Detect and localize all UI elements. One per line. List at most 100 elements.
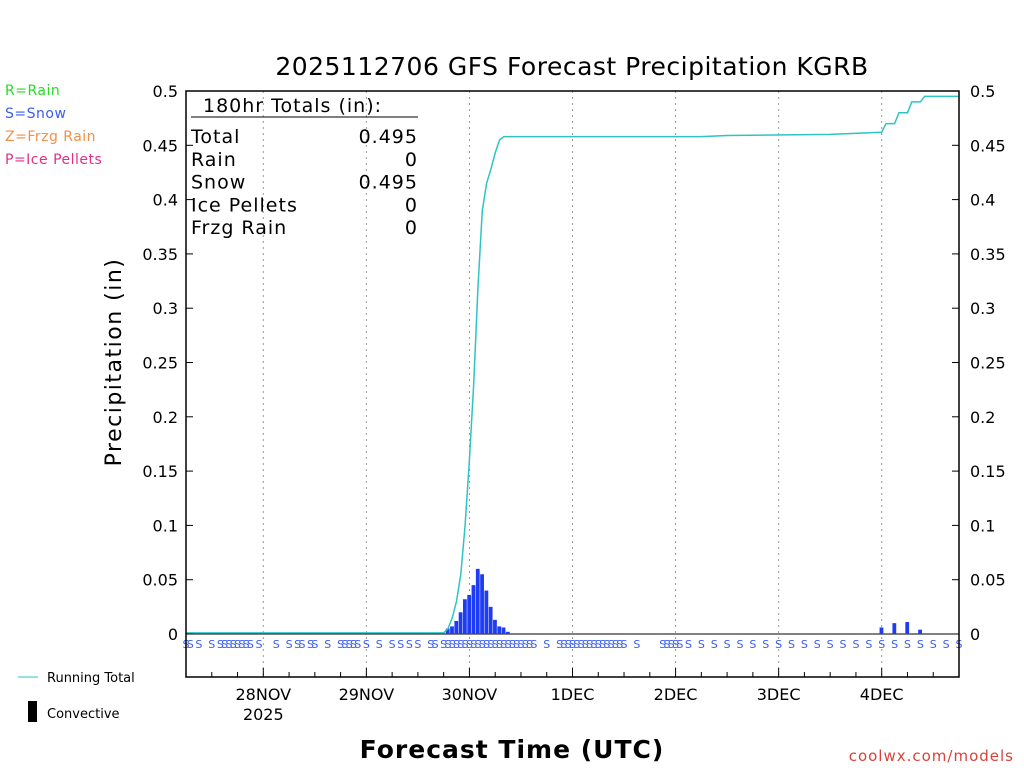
y-tick-label-left: 0.05 [142, 571, 178, 590]
totals-heading: 180hr Totals (in): [203, 95, 382, 117]
y-tick-label-left: 0.15 [142, 462, 178, 481]
precip-bar [892, 623, 897, 634]
ptype-mark: S [363, 638, 370, 651]
y-tick-label-right: 0.2 [970, 408, 995, 427]
y-tick-label-right: 0.45 [970, 136, 1006, 155]
ptype-mark: S [724, 638, 731, 651]
ptype-mark: S [350, 638, 357, 651]
ptype-mark: S [840, 638, 847, 651]
ptype-mark: S [457, 638, 464, 651]
ptype-mark: S [595, 638, 602, 651]
ptype-mark: S [414, 638, 421, 651]
y-tick-label-left: 0.3 [153, 299, 178, 318]
totals-row-label: Ice Pellets [191, 194, 298, 216]
totals-row-label: Rain [191, 149, 237, 171]
precip-bar [488, 606, 493, 634]
ptype-mark: S [762, 638, 769, 651]
running-total-line [186, 95, 959, 634]
ptype-mark: S [238, 638, 245, 651]
precip-bar [471, 585, 476, 634]
ptype-mark: S [513, 638, 520, 651]
ptype-mark: S [217, 638, 224, 651]
ptype-mark: S [432, 638, 439, 651]
ptype-mark: S [621, 638, 628, 651]
ptype-legend-item: S=Snow [5, 106, 66, 122]
y-tick-label-left: 0.25 [142, 354, 178, 373]
x-tick-label: 30NOV [442, 685, 498, 704]
ptype-mark: S [590, 638, 597, 651]
ptype-mark: S [569, 638, 576, 651]
y-tick-label-left: 0.35 [142, 245, 178, 264]
ptype-mark: S [406, 638, 413, 651]
ptype-mark: S [483, 638, 490, 651]
y-tick-label-right: 0 [970, 625, 980, 644]
y-tick-label-right: 0.1 [970, 516, 995, 535]
ptype-mark: S [195, 638, 202, 651]
x-axis-title: Forecast Time (UTC) [360, 735, 665, 764]
ptype-mark: S [307, 638, 314, 651]
ptype-mark: S [346, 638, 353, 651]
convective-legend-swatch [28, 701, 37, 722]
ptype-mark: S [749, 638, 756, 651]
y-tick-label-right: 0.4 [970, 191, 995, 210]
ptype-mark: S [354, 638, 361, 651]
ptype-mark: S [543, 638, 550, 651]
y-tick-label-left: 0.4 [153, 191, 178, 210]
ptype-mark: S [470, 638, 477, 651]
ptype-mark: S [221, 638, 228, 651]
ptype-mark: S [698, 638, 705, 651]
ptype-mark: S [616, 638, 623, 651]
y-tick-label-right: 0.25 [970, 354, 1006, 373]
totals-row-value: 0 [405, 217, 418, 239]
ptype-mark: S [556, 638, 563, 651]
ptype-mark: S [427, 638, 434, 651]
totals-row-value: 0.495 [359, 126, 418, 148]
ptype-mark: S [608, 638, 615, 651]
chart-title: 2025112706 GFS Forecast Precipitation KG… [275, 52, 868, 81]
running-total-legend-label: Running Total [47, 671, 135, 686]
credit-text: coolwx.com/models [849, 747, 1014, 765]
totals-row-label: Snow [191, 172, 246, 194]
ptype-mark: S [505, 638, 512, 651]
precip-bar [462, 599, 467, 634]
ptype-mark: S [449, 638, 456, 651]
ptype-mark: S [440, 638, 447, 651]
totals-row-value: 0 [405, 149, 418, 171]
ptype-mark: S [324, 638, 331, 651]
ptype-mark: S [444, 638, 451, 651]
ptype-legend-item: Z=Frzg Rain [5, 129, 96, 145]
ptype-mark: S [230, 638, 237, 651]
x-tick-label: 3DEC [757, 685, 801, 704]
ptype-mark: S [930, 638, 937, 651]
ptype-legend: R=Rain S=Snow Z=Frzg Rain P=Ice Pellets [5, 83, 102, 168]
ptype-mark: S [582, 638, 589, 651]
x-tick-sublabel: 2025 [243, 705, 284, 724]
ptype-mark: S [341, 638, 348, 651]
precip-bar [918, 629, 922, 634]
x-tick-label: 28NOV [236, 685, 292, 704]
y-axis-right: 0 0.05 0.1 0.15 0.2 0.25 0.3 0.35 0.4 0.45 0.5 [952, 82, 1006, 644]
precip-bar [454, 620, 459, 634]
totals-row-value: 0 [405, 194, 418, 216]
precip-bar [467, 594, 472, 634]
ptype-mark: S [337, 638, 344, 651]
totals-row-label: Frzg Rain [191, 217, 287, 239]
ptype-mark: S [573, 638, 580, 651]
ptype-mark: S [526, 638, 533, 651]
totals-row-label: Total [190, 126, 240, 148]
ptype-mark: S [298, 638, 305, 651]
ptype-mark: S [788, 638, 795, 651]
ptype-mark: S [599, 638, 606, 651]
ptype-mark: S [256, 638, 263, 651]
y-tick-label-right: 0.05 [970, 571, 1006, 590]
y-tick-label-right: 0.35 [970, 245, 1006, 264]
ptype-mark: S [247, 638, 254, 651]
ptype-mark: S [612, 638, 619, 651]
ptype-mark: S [775, 638, 782, 651]
ptype-legend-item: P=Ice Pellets [5, 152, 102, 168]
y-tick-label-left: 0.45 [142, 136, 178, 155]
precip-bar [484, 590, 489, 634]
ptype-mark: S [187, 638, 194, 651]
ptype-mark: S [633, 638, 640, 651]
